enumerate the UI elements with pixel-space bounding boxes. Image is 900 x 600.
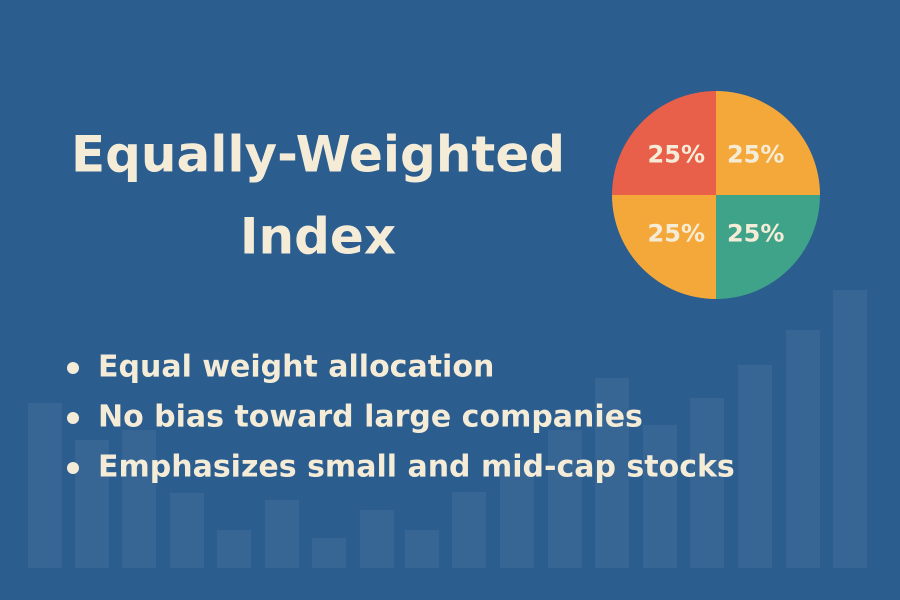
bullet-dot	[67, 462, 79, 474]
bullet-dot	[67, 362, 79, 374]
pie-slice	[716, 195, 820, 299]
bullet-text: Emphasizes small and mid-cap stocks	[98, 450, 735, 485]
slice-label: 25%	[648, 220, 705, 248]
pie-slice	[716, 91, 820, 195]
slice-label: 25%	[727, 140, 784, 168]
title-line: Equally-Weighted	[71, 126, 565, 184]
bullet-text: No bias toward large companies	[98, 400, 643, 435]
decorative-bars	[28, 290, 867, 568]
pie-chart: 25% 25% 25% 25%	[612, 91, 820, 299]
bullet-text: Equal weight allocation	[98, 350, 494, 385]
slice-label: 25%	[648, 140, 705, 168]
pie-slice	[612, 195, 716, 299]
bullet-dot	[67, 412, 79, 424]
slice-label: 25%	[727, 220, 784, 248]
title-line: Index	[240, 208, 396, 266]
pie-slice	[612, 91, 716, 195]
